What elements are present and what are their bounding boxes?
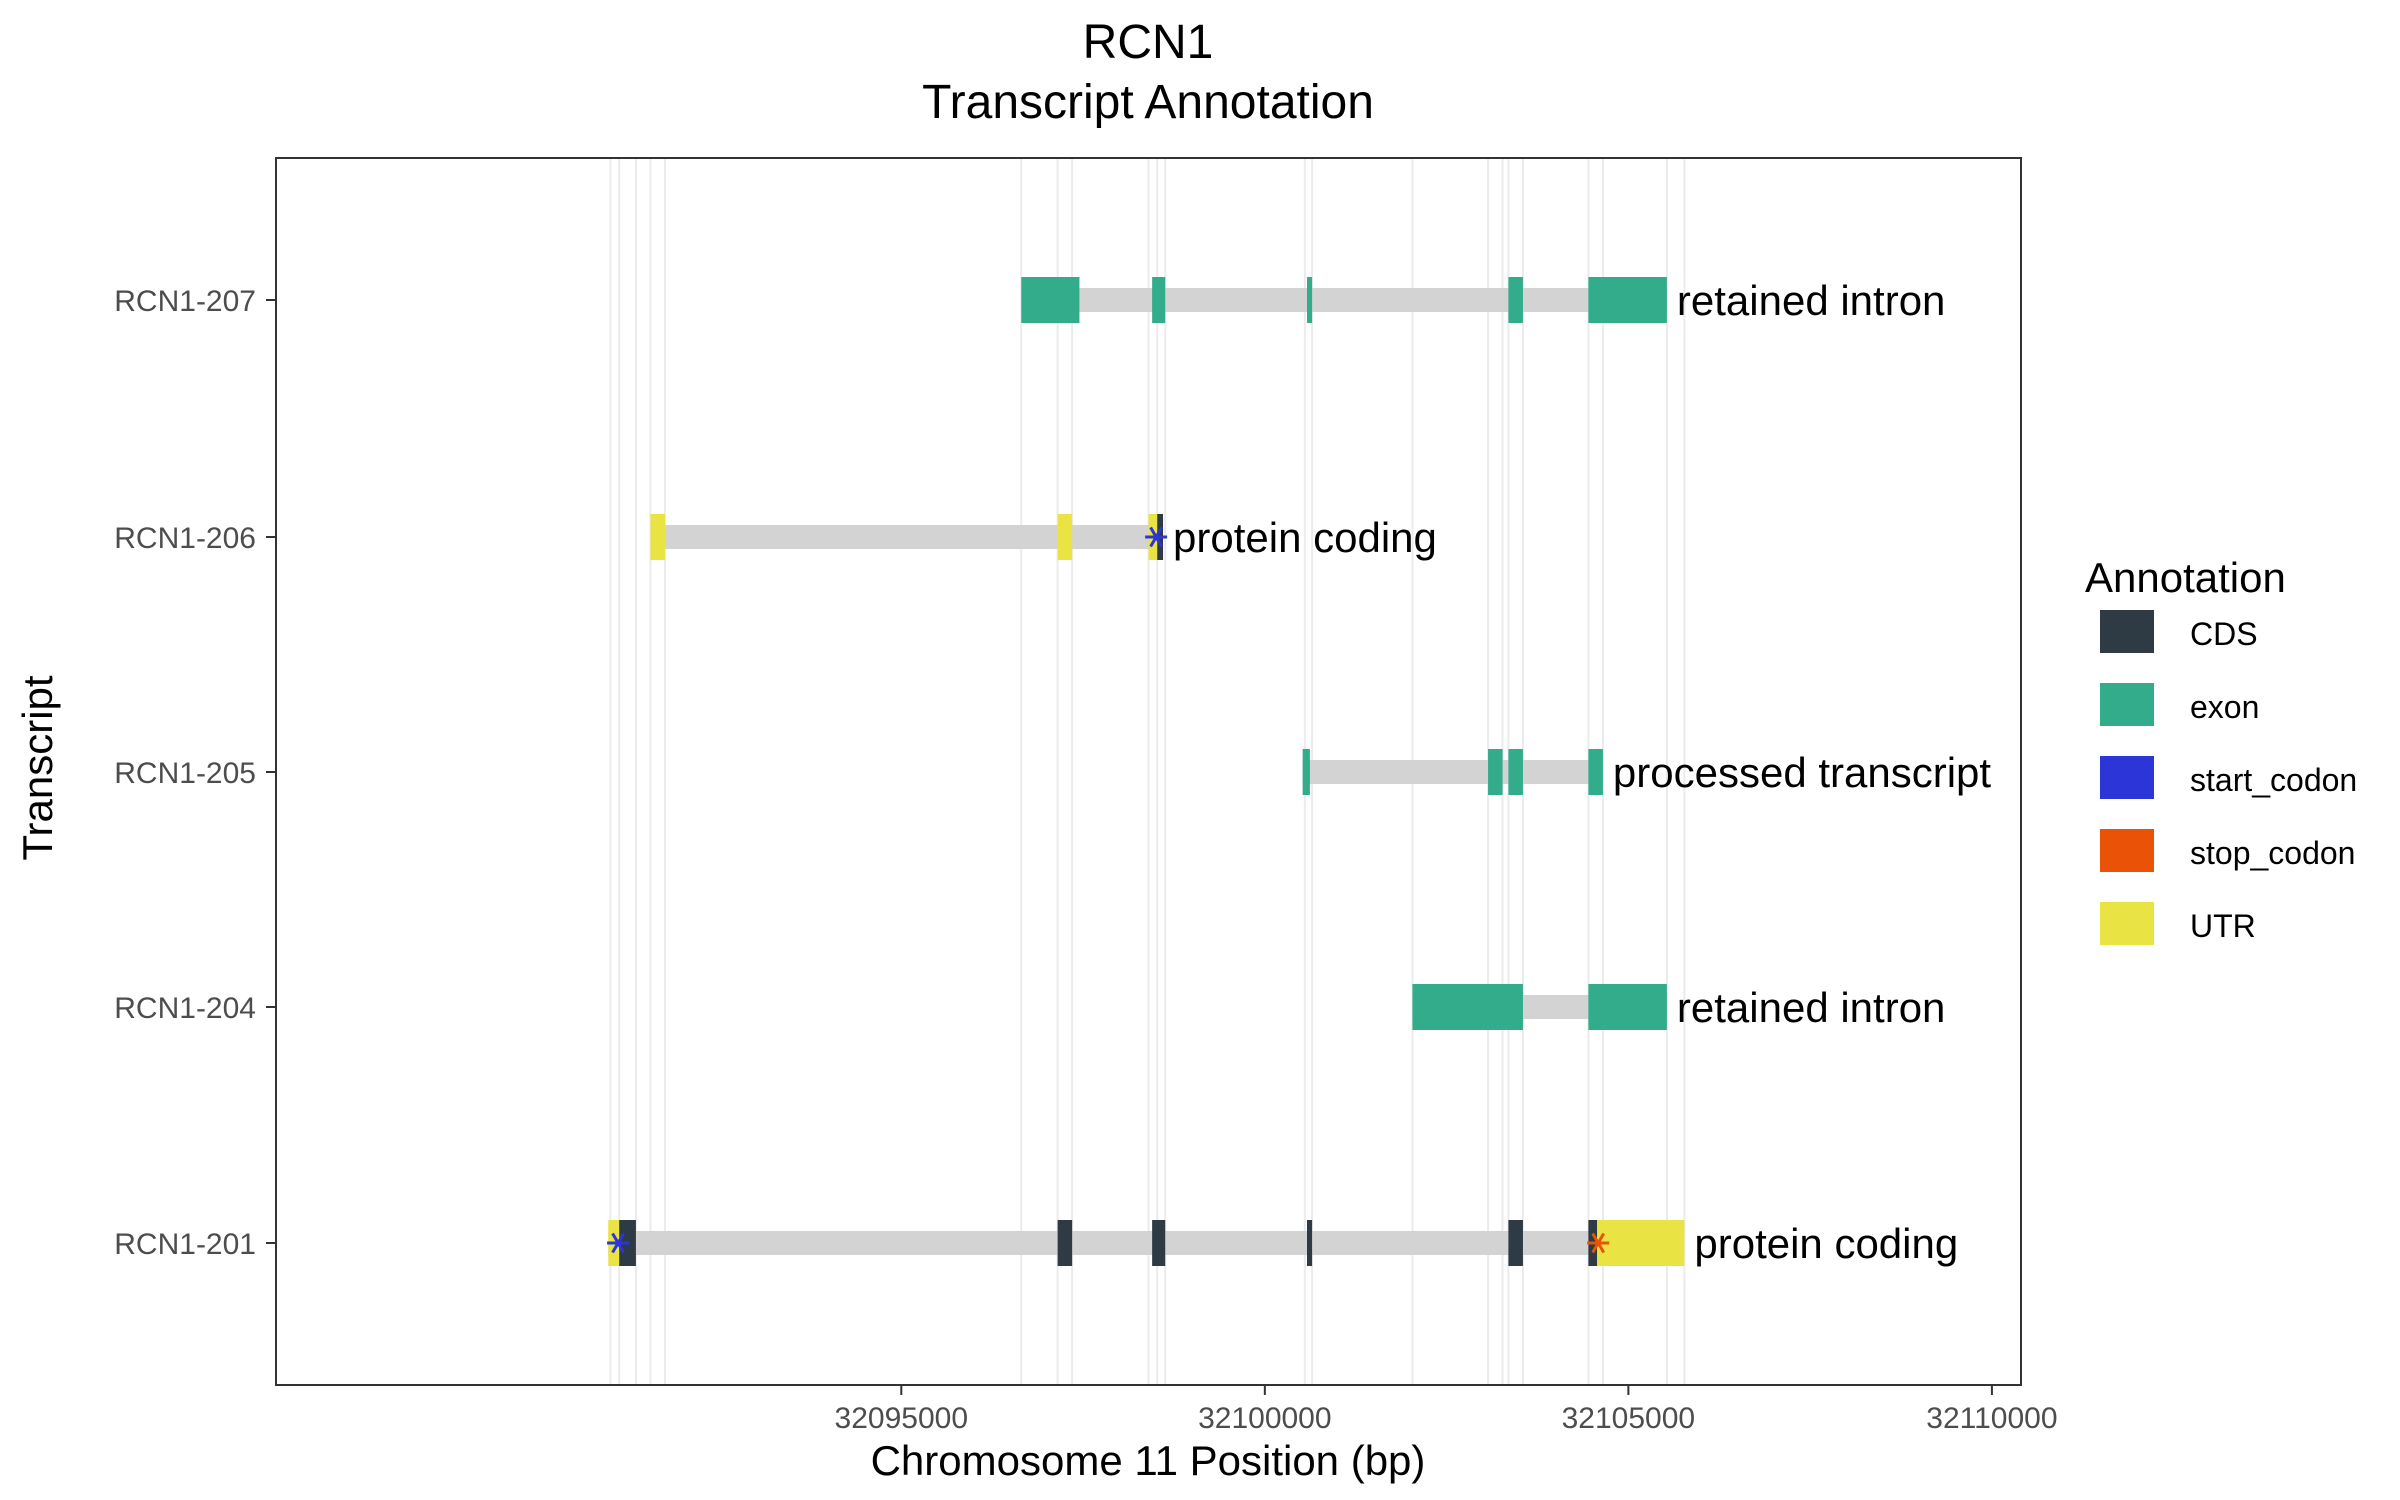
exon-block	[1508, 277, 1523, 323]
biotype-label: protein coding	[1694, 1220, 1958, 1267]
x-axis-title: Chromosome 11 Position (bp)	[871, 1437, 1426, 1484]
legend-label: stop_codon	[2190, 835, 2355, 871]
legend-label: exon	[2190, 689, 2259, 725]
x-tick-label: 32105000	[1562, 1402, 1695, 1435]
x-tick-label: 32095000	[835, 1402, 968, 1435]
intron-line	[1021, 288, 1667, 312]
start-codon-marker	[607, 1232, 630, 1254]
legend-key-CDS	[2100, 610, 2154, 653]
y-tick-label: RCN1-204	[114, 992, 256, 1025]
exon-block	[1307, 277, 1313, 323]
biotype-label: retained intron	[1677, 984, 1946, 1031]
biotype-label: retained intron	[1677, 277, 1946, 324]
exon-block	[1588, 749, 1603, 795]
legend-label: UTR	[2190, 908, 2256, 944]
plot-area: retained intron RCN1-207 protein coding RCN…	[114, 157, 2058, 1435]
legend-key-start-codon	[2100, 756, 2154, 799]
exon-block	[1588, 277, 1667, 323]
legend-label: CDS	[2190, 616, 2258, 652]
chart-title: RCN1	[1083, 16, 1214, 69]
biotype-label: protein coding	[1173, 514, 1437, 561]
exon-block	[1021, 277, 1080, 323]
transcript-track-RCN1-207: retained intron	[1021, 277, 1945, 324]
cds-block	[1057, 1220, 1073, 1266]
legend-title: Annotation	[2085, 554, 2286, 601]
y-axis-title: Transcript	[14, 675, 61, 860]
intron-line	[1302, 760, 1603, 784]
start-codon-marker	[1145, 526, 1168, 548]
transcript-track-RCN1-201: protein coding	[607, 1220, 1958, 1267]
biotype-label: processed transcript	[1613, 749, 1991, 796]
transcript-track-RCN1-206: protein coding	[650, 514, 1437, 561]
cds-block	[1508, 1220, 1523, 1266]
marker-stroke	[1591, 1232, 1606, 1254]
stop-codon-marker	[1587, 1232, 1610, 1254]
cds-block	[1307, 1220, 1313, 1266]
exon-block	[1302, 749, 1310, 795]
exon-block	[1588, 984, 1667, 1030]
exon-block	[1412, 984, 1523, 1030]
legend-key-UTR	[2100, 902, 2154, 945]
transcript-track-RCN1-205: processed transcript	[1302, 749, 1991, 796]
transcript-track-RCN1-204: retained intron	[1412, 984, 1945, 1031]
legend: Annotation CDS exon start_codon stop_codon U…	[2085, 554, 2357, 945]
y-tick-label: RCN1-207	[114, 285, 256, 318]
y-tick-label: RCN1-206	[114, 522, 256, 555]
plot-border	[275, 157, 2022, 1386]
utr-block	[1597, 1220, 1685, 1266]
intron-line	[650, 525, 1164, 549]
marker-stroke	[611, 1232, 625, 1254]
utr-block	[1057, 514, 1073, 560]
x-tick-label: 32100000	[1198, 1402, 1331, 1435]
utr-block	[650, 514, 665, 560]
chart-subtitle: Transcript Annotation	[922, 76, 1374, 129]
exon-block	[1152, 277, 1166, 323]
cds-block	[1152, 1220, 1166, 1266]
legend-key-exon	[2100, 683, 2154, 726]
marker-stroke	[1149, 526, 1163, 548]
intron-line	[608, 1231, 1685, 1255]
y-tick-label: RCN1-205	[114, 757, 256, 790]
legend-key-stop-codon	[2100, 829, 2154, 872]
exon-block	[1508, 749, 1523, 795]
legend-label: start_codon	[2190, 762, 2357, 798]
x-tick-label: 32110000	[1926, 1402, 2057, 1435]
y-tick-label: RCN1-201	[114, 1228, 256, 1261]
exon-block	[1488, 749, 1503, 795]
